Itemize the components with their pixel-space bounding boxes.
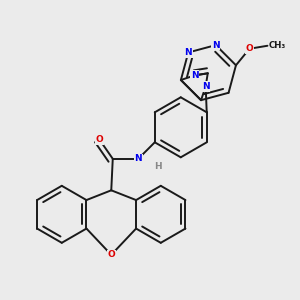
Text: N: N: [184, 48, 192, 57]
Text: CH₃: CH₃: [269, 41, 286, 50]
Text: H: H: [154, 162, 162, 171]
Text: N: N: [202, 82, 209, 91]
Text: O: O: [95, 135, 103, 144]
Text: O: O: [246, 44, 253, 53]
Text: N: N: [134, 154, 142, 163]
Text: N: N: [212, 40, 220, 50]
Text: O: O: [107, 250, 115, 259]
Text: N: N: [191, 71, 198, 80]
